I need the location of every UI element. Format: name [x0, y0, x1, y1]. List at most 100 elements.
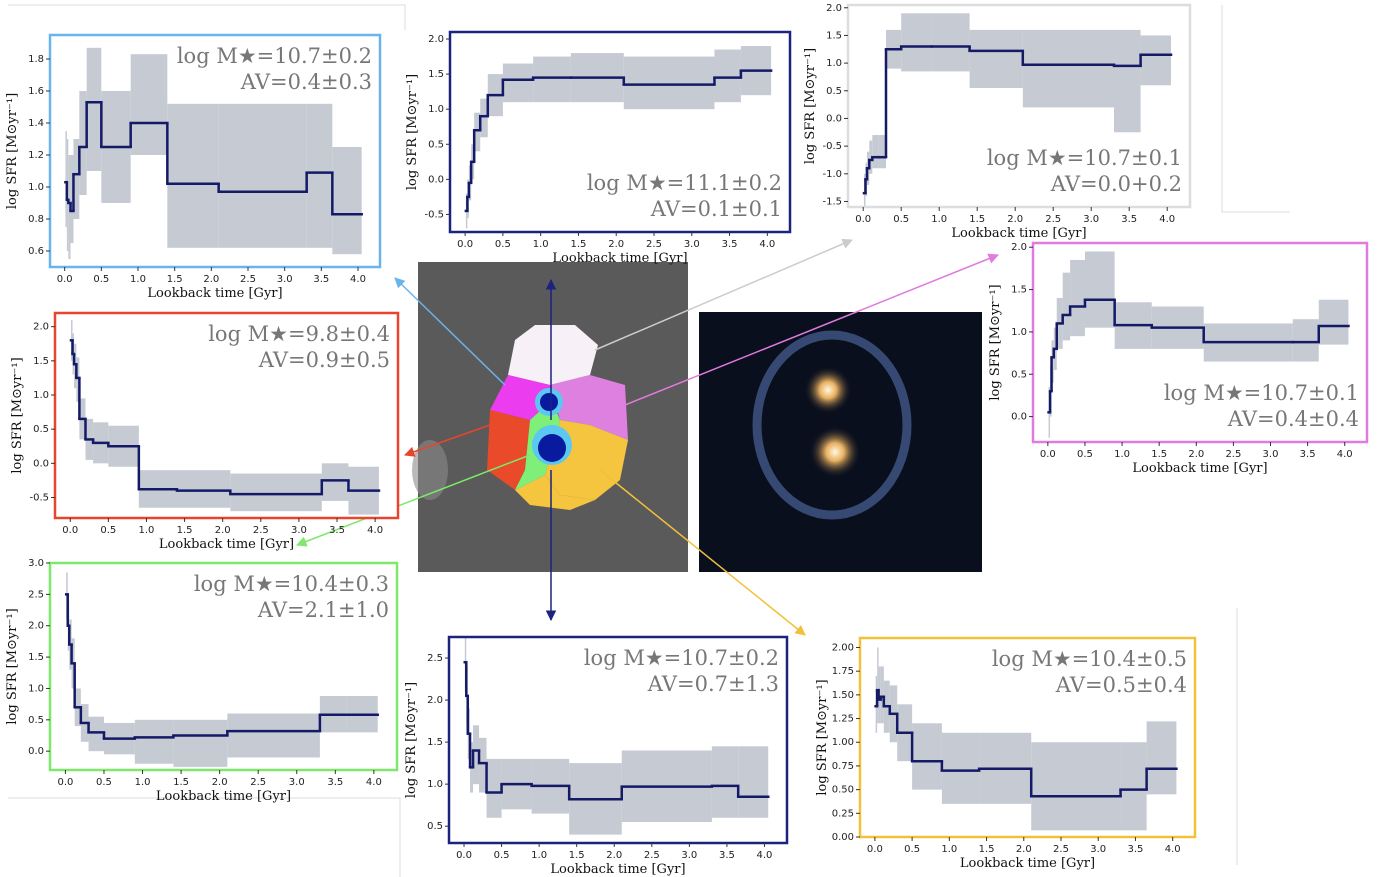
- uncertainty-band: [738, 746, 769, 818]
- fit-annotation: AV=0.0+0.2: [1050, 172, 1182, 196]
- y-tick-label: 1.75: [832, 666, 854, 677]
- y-axis-label: log SFR [M⊙yr⁻¹]: [404, 682, 419, 798]
- uncertainty-band: [1146, 721, 1177, 795]
- fit-annotation: log M★=10.7±0.2: [177, 44, 372, 68]
- y-tick-label: 1.0: [427, 779, 443, 790]
- uncertainty-band: [173, 719, 228, 767]
- uncertainty-band: [877, 647, 879, 724]
- x-tick-label: 3.5: [1127, 844, 1143, 855]
- x-tick-label: 2.5: [240, 274, 256, 285]
- y-tick-label: 2.0: [427, 695, 443, 706]
- y-tick-label: 0.5: [427, 821, 443, 832]
- y-tick-label: 1.0: [28, 683, 44, 694]
- x-tick-label: 0.0: [457, 239, 473, 250]
- y-tick-label: 1.5: [1011, 285, 1027, 296]
- uncertainty-band: [227, 713, 320, 758]
- uncertainty-band: [901, 13, 932, 72]
- uncertainty-band: [880, 666, 884, 724]
- uncertainty-band: [1031, 742, 1121, 831]
- x-tick-label: 0.0: [57, 274, 73, 285]
- x-tick-label: 0.5: [904, 844, 920, 855]
- x-tick-label: 2.0: [203, 274, 219, 285]
- x-tick-label: 3.0: [684, 239, 700, 250]
- y-tick-label: 1.25: [832, 714, 854, 725]
- uncertainty-band: [878, 135, 886, 169]
- x-axis-label: Lookback time [Gyr]: [550, 862, 685, 877]
- x-tick-label: 0.5: [93, 274, 109, 285]
- x-tick-label: 3.0: [1083, 214, 1099, 225]
- y-tick-label: 1.0: [428, 104, 444, 115]
- y-axis-label: log SFR [M⊙yr⁻¹]: [405, 74, 420, 190]
- panel-frame: [846, 3, 1192, 209]
- x-tick-label: 4.0: [1159, 214, 1175, 225]
- panel: 0.0 0.5 1.0 1.5 2.0 2.5 3.0 3.5 4.0 0.6 0.8 1.0 1.2 1…: [5, 33, 382, 301]
- y-tick-label: 2.5: [427, 653, 443, 664]
- y-tick-label: 1.50: [832, 690, 854, 701]
- x-tick-label: 4.0: [366, 777, 382, 788]
- fit-annotation: AV=0.5±0.4: [1055, 673, 1187, 697]
- uncertainty-band: [70, 155, 74, 243]
- x-tick-label: 2.0: [606, 850, 622, 861]
- uncertainty-band: [321, 463, 349, 501]
- y-tick-label: -1.5: [822, 196, 842, 207]
- y-tick-label: 0.25: [832, 808, 854, 819]
- y-tick-label: 1.6: [28, 86, 44, 97]
- y-tick-label: 1.4: [28, 118, 44, 129]
- uncertainty-band: [872, 135, 879, 169]
- x-tick-label: 3.0: [1090, 844, 1106, 855]
- galaxy-image: [699, 312, 982, 572]
- y-tick-label: 0.8: [28, 214, 44, 225]
- x-tick-label: 0.5: [494, 850, 510, 861]
- y-tick-label: 0.00: [832, 832, 854, 843]
- x-tick-label: 3.5: [1121, 214, 1137, 225]
- y-tick-label: 1.5: [28, 652, 44, 663]
- uncertainty-band: [533, 56, 571, 103]
- y-axis-label: log SFR [M⊙yr⁻¹]: [803, 48, 818, 164]
- x-tick-label: 1.5: [969, 214, 985, 225]
- uncertainty-band: [479, 737, 487, 793]
- x-tick-label: 0.5: [100, 525, 116, 536]
- x-tick-label: 1.0: [1114, 449, 1130, 460]
- y-tick-label: 1.0: [28, 182, 44, 193]
- uncertainty-band: [941, 732, 980, 804]
- uncertainty-band: [130, 54, 168, 156]
- x-tick-label: 3.5: [327, 777, 343, 788]
- uncertainty-band: [1120, 742, 1147, 831]
- x-tick-label: 3.5: [329, 525, 345, 536]
- y-tick-label: 1.2: [28, 150, 44, 161]
- x-axis-label: Lookback time [Gyr]: [156, 789, 291, 804]
- x-axis-label: Lookback time [Gyr]: [159, 537, 294, 552]
- panel: 0.0 0.5 1.0 1.5 2.0 2.5 3.0 3.5 4.0 0.00 0.25 0.50 0…: [815, 636, 1197, 871]
- x-tick-label: 2.5: [1053, 844, 1069, 855]
- y-tick-label: 2.00: [832, 642, 854, 653]
- y-tick-label: 1.5: [33, 356, 49, 367]
- x-tick-label: 1.0: [130, 274, 146, 285]
- uncertainty-band: [869, 140, 873, 174]
- x-tick-label: 2.0: [1188, 449, 1204, 460]
- x-tick-label: 0.0: [62, 525, 78, 536]
- uncertainty-band: [486, 758, 502, 818]
- x-tick-label: 0.5: [96, 777, 112, 788]
- panel-frame: [48, 561, 399, 772]
- uncertainty-band: [931, 13, 970, 72]
- y-tick-label: -0.5: [29, 493, 49, 504]
- panel: 0.0 0.5 1.0 1.5 2.0 2.5 3.0 3.5 4.0 0.0 0.5 1.0 1.5 2…: [5, 558, 399, 804]
- y-tick-label: 0.50: [832, 785, 854, 796]
- x-tick-label: 4.0: [1337, 449, 1353, 460]
- y-tick-label: -0.5: [822, 141, 842, 152]
- y-tick-label: 0.5: [28, 715, 44, 726]
- x-tick-label: 4.0: [367, 525, 383, 536]
- x-tick-label: 1.5: [979, 844, 995, 855]
- x-axis-label: Lookback time [Gyr]: [960, 856, 1095, 871]
- x-tick-label: 4.0: [1165, 844, 1181, 855]
- uncertainty-band: [167, 103, 219, 248]
- x-tick-label: 1.0: [135, 777, 151, 788]
- x-tick-label: 0.5: [893, 214, 909, 225]
- y-tick-label: 0.75: [832, 761, 854, 772]
- y-tick-label: 1.0: [33, 390, 49, 401]
- fit-annotation: log M★=10.7±0.1: [1164, 381, 1359, 405]
- x-tick-label: 4.0: [350, 274, 366, 285]
- uncertainty-band: [76, 357, 80, 402]
